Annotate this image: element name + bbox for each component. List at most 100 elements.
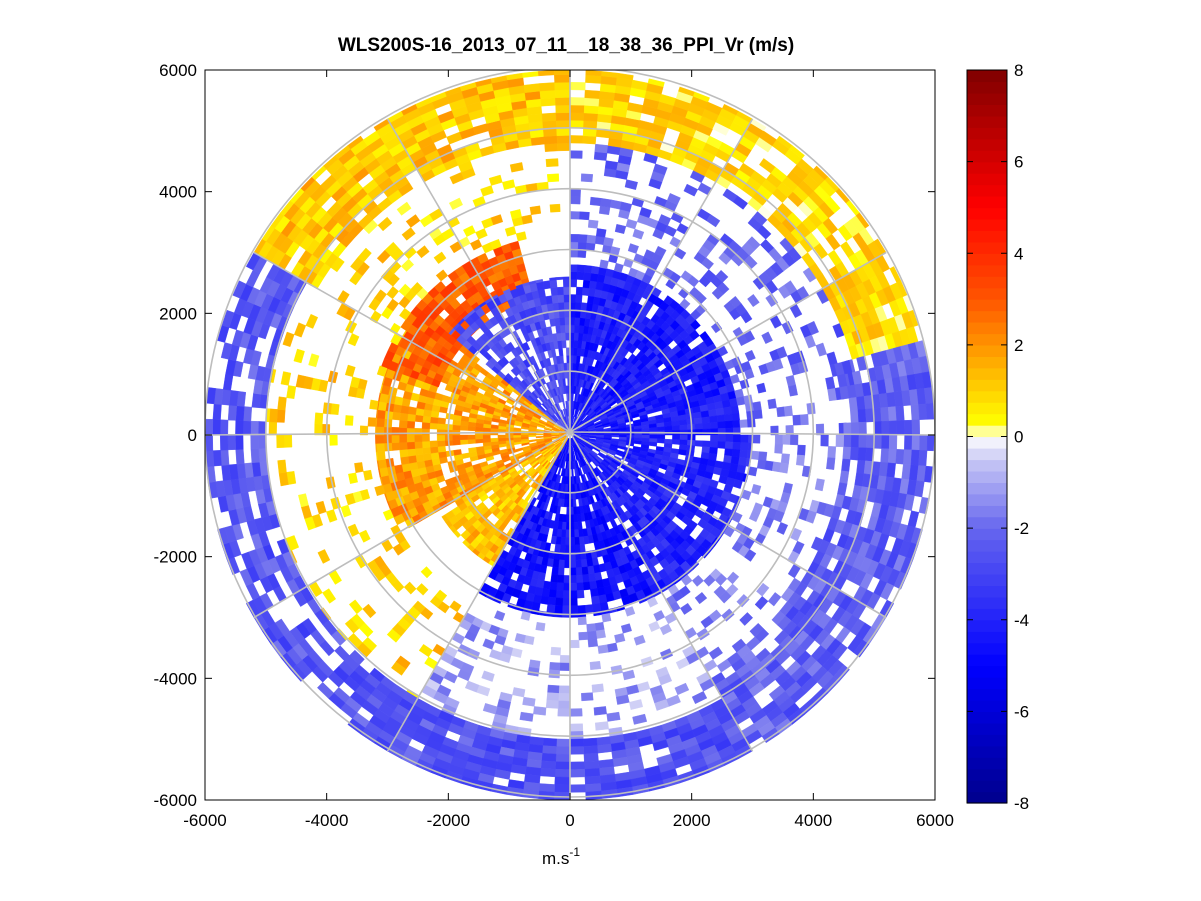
velocity-cell [344,364,356,377]
velocity-cell [679,439,688,446]
velocity-cell [276,434,285,449]
velocity-cell [589,580,598,590]
velocity-cell [569,761,585,770]
velocity-cell [761,331,773,344]
velocity-cell [315,500,327,515]
polar-grid [205,70,935,800]
colorbar-band [967,734,1007,747]
velocity-cell [520,611,531,621]
velocity-cell [841,458,851,472]
velocity-cell [593,151,608,161]
velocity-cell [709,415,718,424]
velocity-cell [509,162,524,173]
velocity-cell [554,74,571,83]
velocity-cell [556,286,565,296]
velocity-cell [569,150,583,159]
velocity-cell [422,446,431,455]
velocity-cell [523,83,541,93]
velocity-cell [396,201,412,216]
velocity-cell [563,575,571,584]
velocity-cell [703,574,716,587]
velocity-cell [740,442,749,451]
velocity-cell [700,410,710,418]
velocity-cell [918,450,928,467]
velocity-cell [581,574,590,583]
velocity-cell [569,119,584,129]
velocity-cell [474,434,484,440]
velocity-cell [717,441,726,449]
velocity-cell [429,422,438,430]
velocity-cell [629,699,644,710]
colorbar-band [967,791,1007,804]
velocity-cell [596,433,605,436]
velocity-cell [410,282,423,295]
velocity-cell [437,451,447,459]
velocity-cell [555,97,571,106]
velocity-cell [347,135,364,150]
colorbar-band [967,745,1007,758]
velocity-cell [738,457,748,467]
velocity-cell [709,440,719,449]
velocity-cell [779,462,789,474]
velocity-cell [488,569,499,581]
velocity-cell [573,332,580,341]
velocity-cell [559,662,571,671]
colorbar-band [967,608,1007,621]
velocity-cell [571,393,574,402]
velocity-cell [641,427,650,433]
velocity-cell [376,365,388,377]
velocity-cell [217,527,230,546]
velocity-cell [744,368,755,380]
velocity-cell [542,737,557,747]
velocity-cell [406,420,416,429]
velocity-cell [583,112,599,122]
velocity-cell [888,434,898,450]
velocity-cell [205,434,214,452]
velocity-cell [572,506,578,515]
velocity-cell [599,198,612,208]
velocity-cell [422,415,431,424]
velocity-cell [559,655,571,664]
velocity-cell [578,631,589,641]
velocity-cell [575,574,584,584]
azimuth-spoke [205,431,571,436]
velocity-cell [701,257,714,270]
velocity-cell [569,597,578,607]
velocity-cell [569,81,586,91]
velocity-cell [482,703,498,715]
velocity-cell [910,449,920,466]
velocity-cell [251,393,262,409]
velocity-cell [580,558,588,568]
velocity-cell [887,448,897,464]
velocity-cell [632,228,645,240]
velocity-cell [595,629,606,639]
velocity-cell [881,420,890,436]
velocity-cell [774,443,783,454]
velocity-cell [398,434,408,443]
velocity-cell [679,424,688,431]
velocity-cell [268,421,278,436]
velocity-cell [520,434,529,438]
velocity-cell [575,559,582,569]
velocity-cell [538,783,555,793]
velocity-cell [549,277,557,281]
velocity-cell [647,78,665,88]
velocity-cell [772,358,784,371]
velocity-cell [235,420,244,436]
velocity-cell [624,179,638,190]
velocity-cell [680,602,693,615]
velocity-cell [467,434,476,440]
velocity-cell [277,396,287,411]
velocity-cell [624,606,636,617]
velocity-cell [648,441,658,447]
velocity-cell [554,89,571,98]
velocity-cell [751,483,762,495]
azimuth-spoke [569,431,887,619]
velocity-cell [562,279,571,288]
velocity-cell [558,301,565,311]
velocity-cell [594,235,606,246]
velocity-cell [569,97,585,106]
velocity-cell [693,417,703,425]
velocity-cell [767,592,782,607]
velocity-cell [235,449,245,465]
